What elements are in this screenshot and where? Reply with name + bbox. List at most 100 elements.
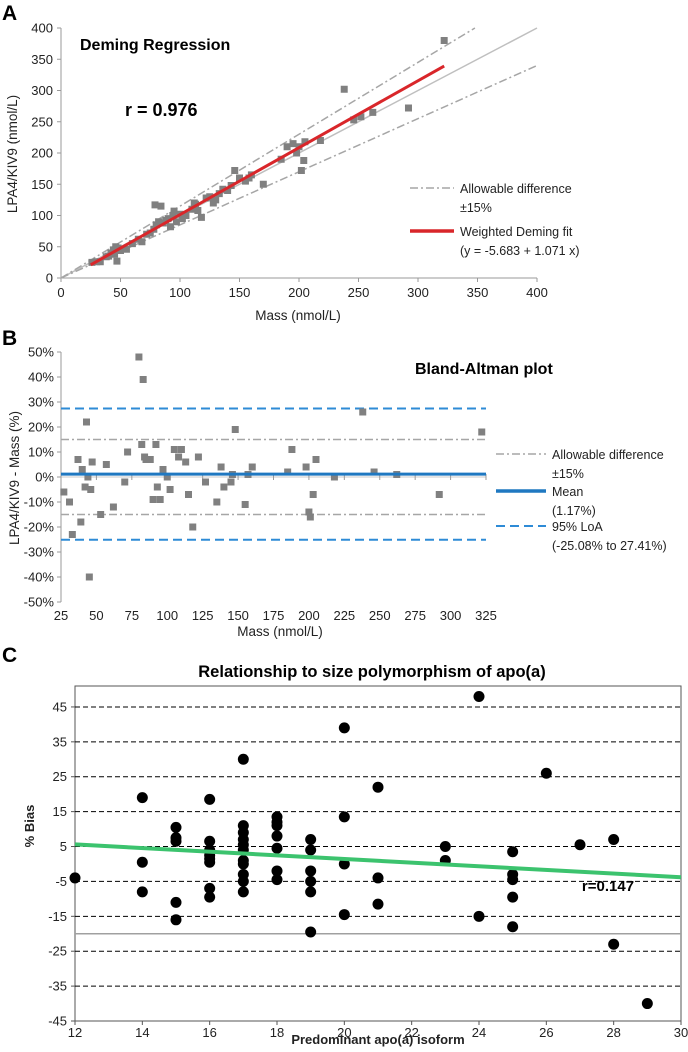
y-tick-label: 100: [31, 208, 53, 223]
data-point: [170, 914, 182, 926]
data-point: [170, 821, 182, 833]
trend-line: [74, 842, 682, 880]
legend-loa-label: 95% LoA: [552, 520, 603, 534]
data-point: [271, 820, 283, 832]
data-point: [124, 448, 132, 456]
data-point: [641, 998, 653, 1010]
panel-a-axes: 0 50 100 150 200 250 300 350 400 0 50 100 150 200 250 3…: [31, 21, 548, 301]
y-tick-label: -10%: [24, 495, 55, 510]
data-point: [340, 85, 348, 93]
data-point: [138, 238, 146, 246]
x-tick-label: 300: [440, 608, 462, 623]
y-tick-label: 40%: [28, 370, 54, 385]
data-point: [302, 463, 310, 471]
x-tick-label: 28: [606, 1025, 620, 1040]
y-tick-label: -20%: [24, 520, 55, 535]
data-point: [170, 207, 178, 215]
data-point: [204, 891, 216, 903]
legend-deming-sublabel: (y = -5.683 + 1.071 x): [460, 244, 580, 258]
data-point: [157, 202, 165, 210]
data-point: [166, 223, 174, 231]
panel-b-y-label: LPA4/KIV9 - Mass (%): [7, 411, 22, 545]
data-point: [271, 874, 283, 886]
data-point: [197, 213, 205, 221]
x-tick-label: 100: [156, 608, 178, 623]
panel-c-r-value: r=0.147: [582, 878, 634, 895]
data-point: [60, 488, 68, 496]
data-point: [85, 573, 93, 581]
data-point: [109, 503, 117, 511]
data-point: [271, 842, 283, 854]
data-point: [69, 872, 81, 884]
x-tick-label: 16: [202, 1025, 216, 1040]
data-point: [213, 498, 221, 506]
data-point: [202, 194, 210, 202]
data-point: [338, 858, 350, 870]
data-point: [151, 201, 159, 209]
data-point: [149, 496, 157, 503]
data-point: [300, 157, 308, 164]
data-point: [88, 458, 96, 466]
panel-b-letter: B: [2, 327, 17, 350]
data-point: [227, 478, 235, 486]
y-tick-label: 5: [60, 839, 67, 854]
data-point: [135, 353, 143, 361]
data-point: [166, 486, 174, 493]
y-tick-label: 25: [53, 769, 67, 784]
data-point: [136, 792, 148, 804]
data-point: [88, 258, 96, 266]
x-tick-label: 30: [674, 1025, 688, 1040]
x-tick-label: 18: [270, 1025, 284, 1040]
data-point: [153, 483, 161, 491]
data-point: [163, 473, 171, 481]
data-point: [164, 215, 172, 223]
data-point: [175, 453, 183, 461]
data-point: [248, 463, 256, 471]
data-point: [404, 104, 412, 112]
data-point: [237, 886, 249, 898]
legend-loa-sublabel: (-25.08% to 27.41%): [552, 539, 667, 553]
data-point: [212, 196, 220, 204]
deming-fit-line: [90, 64, 445, 267]
data-point: [78, 466, 86, 473]
data-point: [312, 456, 320, 463]
data-point: [194, 453, 202, 461]
data-point: [77, 518, 85, 526]
y-tick-label: -30%: [24, 545, 55, 560]
x-tick-label: 14: [135, 1025, 149, 1040]
y-tick-label: -45: [48, 1014, 67, 1029]
data-point: [113, 257, 121, 265]
y-tick-label: 20%: [28, 420, 54, 435]
panel-c-x-label: Predominant apo(a) isoform: [291, 1032, 464, 1047]
plot-frame: [74, 685, 682, 1022]
data-point: [435, 491, 443, 498]
panel-c-axes: -45 -35 -25 -15 -5 5 15 25 35 45 12 14 16 18 20 22 24 26 2…: [48, 685, 688, 1040]
x-tick-label: 400: [526, 285, 548, 300]
data-point: [237, 753, 249, 765]
panel-a-legend: Allowable difference ±15% Weighted Demin…: [410, 182, 580, 258]
x-tick-label: 325: [475, 608, 497, 623]
x-tick-label: 250: [348, 285, 370, 300]
data-point: [289, 140, 297, 148]
data-point: [146, 456, 154, 463]
data-point: [540, 767, 552, 779]
data-point: [97, 511, 105, 518]
data-point: [357, 113, 365, 121]
data-point: [169, 212, 177, 219]
data-point: [338, 811, 350, 823]
x-tick-label: 275: [404, 608, 426, 623]
x-tick-label: 150: [227, 608, 249, 623]
data-point: [81, 483, 89, 491]
data-point: [87, 486, 95, 493]
data-point: [293, 149, 301, 157]
y-tick-label: 50: [39, 239, 53, 254]
data-point: [189, 523, 197, 531]
y-tick-label: -5: [55, 874, 67, 889]
data-point: [288, 446, 296, 453]
panel-b: B 25 50 75 100 125 150 175 200 225 250 275 300 325 -5…: [2, 327, 667, 639]
data-point: [507, 874, 519, 886]
x-tick-label: 100: [169, 285, 191, 300]
data-point: [338, 722, 350, 734]
x-tick-label: 150: [229, 285, 251, 300]
legend-allowable-label-b: Allowable difference: [552, 448, 664, 462]
